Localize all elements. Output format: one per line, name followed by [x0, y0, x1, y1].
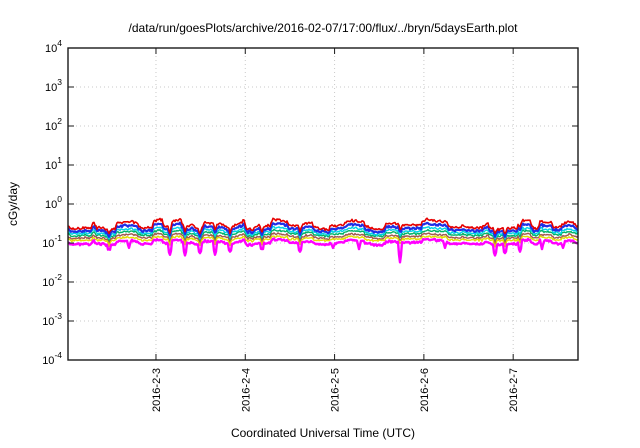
x-tick-label: 2016-2-5 — [330, 368, 342, 412]
y-tick-label: 10-3 — [42, 311, 62, 328]
y-tick-label: 10-1 — [42, 233, 62, 250]
x-tick-label: 2016-2-7 — [508, 368, 520, 412]
dose-red-line — [68, 217, 578, 235]
axis-layer — [67, 47, 579, 361]
dose-brown-line — [68, 232, 578, 245]
y-tick-label: 103 — [45, 77, 62, 94]
dose-magenta-line — [68, 237, 578, 264]
x-axis-title: Coordinated Universal Time (UTC) — [231, 426, 415, 440]
tick-label-layer: 104 103 102 101 100 10-1 10-2 10-3 10-4 2016-2-3 2… — [42, 38, 520, 412]
y-axis-title: cGy/day — [6, 182, 20, 226]
y-tick-label: 10-4 — [42, 350, 62, 367]
dose-yellow-line — [68, 235, 578, 248]
y-tick-label: 101 — [45, 155, 62, 172]
y-tick-label: 102 — [45, 116, 62, 133]
plot-border — [67, 47, 579, 361]
y-tick-label: 100 — [45, 194, 62, 211]
y-tick-label: 10-2 — [42, 272, 62, 289]
chart-title: /data/run/goesPlots/archive/2016-02-07/1… — [129, 21, 519, 35]
grid-layer — [68, 48, 578, 360]
x-tick-label: 2016-2-4 — [240, 368, 252, 412]
x-tick-label: 2016-2-6 — [419, 368, 431, 412]
series-layer — [68, 217, 578, 264]
y-tick-label: 104 — [45, 38, 62, 55]
x-tick-label: 2016-2-3 — [151, 368, 163, 412]
